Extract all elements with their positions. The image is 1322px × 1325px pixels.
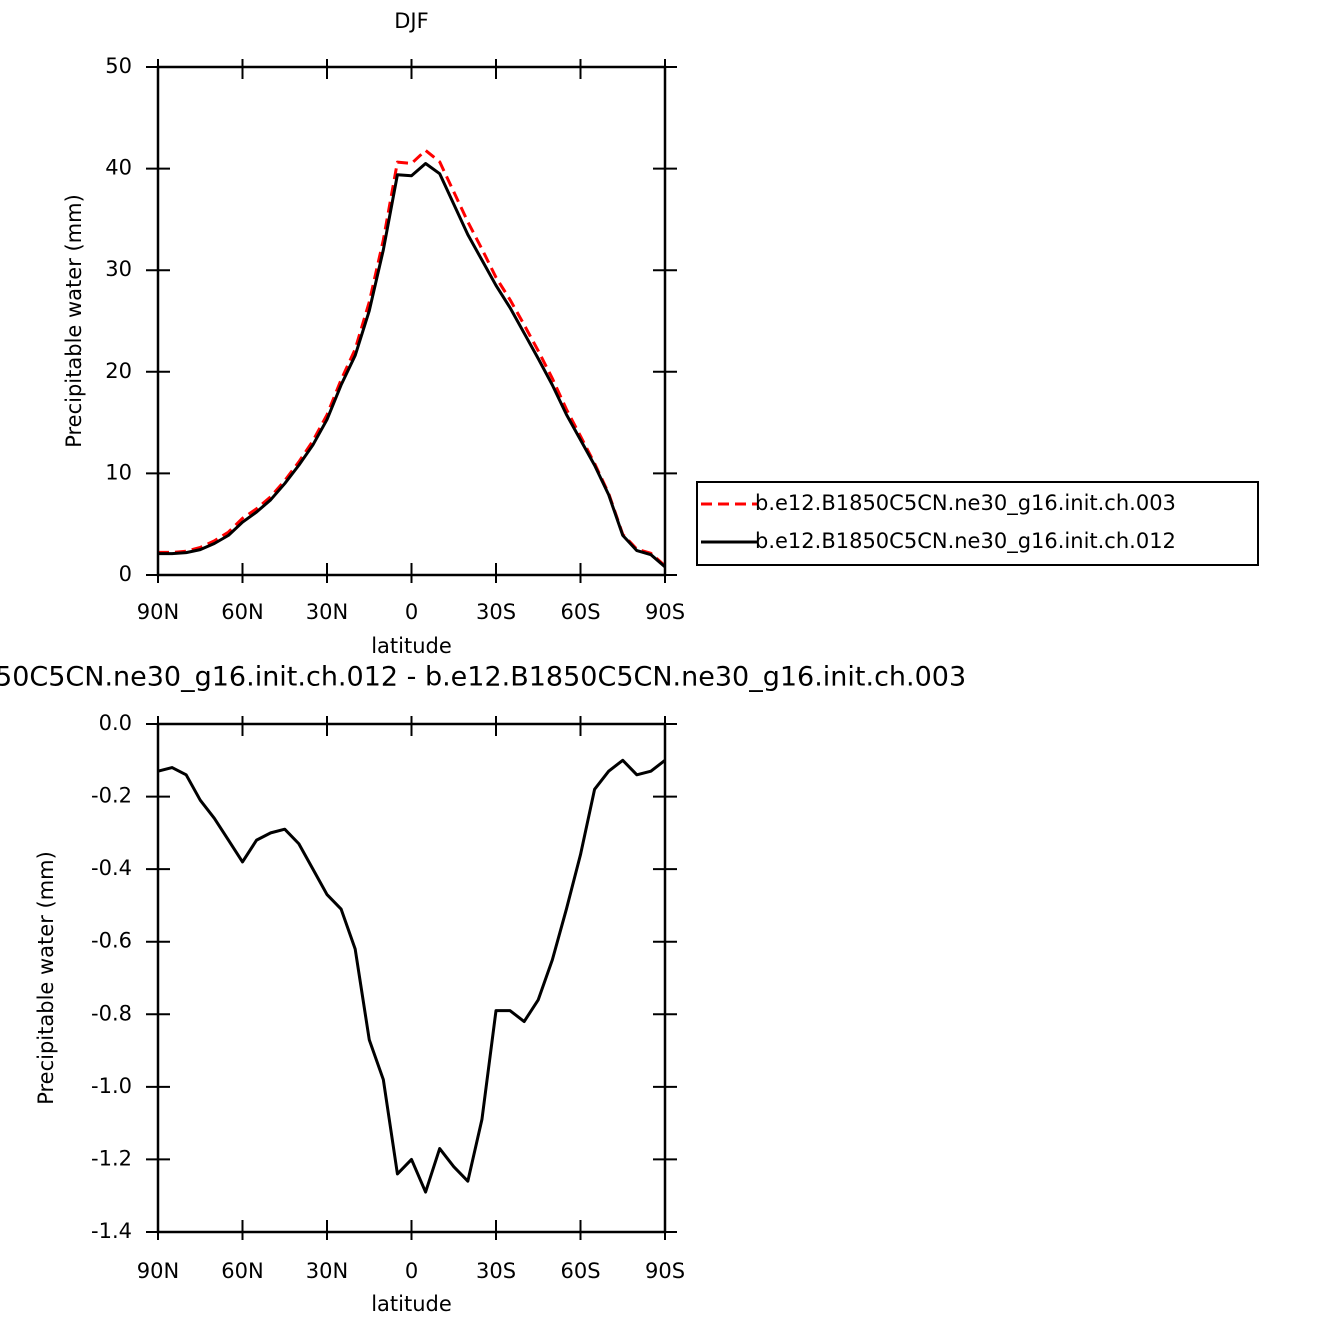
y-tick-label: -0.2 <box>91 784 132 808</box>
x-axis-label: latitude <box>371 634 452 658</box>
x-tick-label: 90N <box>137 1259 179 1283</box>
y-tick-label: -0.4 <box>91 856 132 880</box>
chart-title: b.e12.B1850C5CN.ne30_g16.init.ch.012 - b… <box>0 662 966 693</box>
y-tick-label: -0.6 <box>91 929 132 953</box>
y-tick-label: -1.2 <box>91 1146 132 1170</box>
y-tick-label: 0.0 <box>99 711 132 735</box>
series-line <box>157 758 666 1194</box>
x-tick-label: 30S <box>476 1259 516 1283</box>
x-tick-label: 30N <box>306 1259 348 1283</box>
y-tick-label: 40 <box>105 156 132 180</box>
y-tick-label: -0.8 <box>91 1001 132 1025</box>
series-line <box>157 148 666 567</box>
y-axis-label: Precipitable water (mm) <box>34 851 58 1105</box>
y-tick-label: 0 <box>119 562 132 586</box>
x-tick-label: 60N <box>221 1259 263 1283</box>
legend-label: b.e12.B1850C5CN.ne30_g16.init.ch.012 <box>755 529 1176 554</box>
x-tick-label: 90N <box>137 600 179 624</box>
x-tick-label: 60S <box>560 1259 600 1283</box>
x-tick-label: 60N <box>221 600 263 624</box>
x-tick-label: 90S <box>645 600 685 624</box>
y-tick-label: 50 <box>105 54 132 78</box>
plot-frame <box>156 65 667 577</box>
legend-box <box>696 481 1259 566</box>
series-line <box>158 162 666 569</box>
legend-label: b.e12.B1850C5CN.ne30_g16.init.ch.003 <box>755 491 1176 516</box>
y-tick-label: 20 <box>105 359 132 383</box>
chart-title: DJF <box>394 9 428 33</box>
x-tick-label: 0 <box>405 600 418 624</box>
y-tick-label: 30 <box>105 257 132 281</box>
x-tick-label: 30N <box>306 600 348 624</box>
x-axis-label: latitude <box>371 1292 452 1316</box>
plot-frame <box>156 722 667 1234</box>
y-tick-label: 10 <box>105 460 132 484</box>
y-tick-label: -1.0 <box>91 1074 132 1098</box>
x-tick-label: 60S <box>560 600 600 624</box>
y-tick-label: -1.4 <box>91 1219 132 1243</box>
x-tick-label: 30S <box>476 600 516 624</box>
x-tick-label: 0 <box>405 1259 418 1283</box>
x-tick-label: 90S <box>645 1259 685 1283</box>
y-axis-label: Precipitable water (mm) <box>62 194 86 448</box>
